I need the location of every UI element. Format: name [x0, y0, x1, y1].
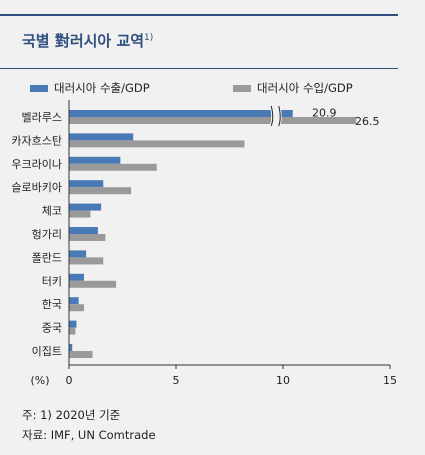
category-label: 체코: [42, 205, 62, 218]
bar: [69, 140, 245, 148]
legend-label-imports: 대러시아 수입/GDP: [257, 81, 353, 95]
footnote-source: 자료: IMF, UN Comtrade: [22, 428, 156, 442]
axis-break-mark: [270, 105, 274, 127]
title-top-rule: [0, 14, 398, 16]
bar: [69, 250, 87, 258]
bar: [69, 320, 77, 328]
footnotes: 주: 1) 2020년 기준 자료: IMF, UN Comtrade: [22, 405, 156, 445]
bar: [69, 273, 84, 281]
category-label: 중국: [42, 322, 62, 335]
bar: [69, 133, 134, 141]
bar: [69, 227, 98, 234]
legend-swatch-imports: [233, 84, 251, 92]
bar: [278, 117, 357, 124]
bar: [69, 156, 121, 164]
bar: [69, 210, 91, 218]
chart-title: 국별 對러시아 교역1): [22, 30, 153, 51]
bar: [69, 344, 73, 351]
bar: [69, 117, 272, 124]
bar: [69, 257, 104, 265]
bar: [69, 110, 272, 117]
data-label: 20.9: [312, 107, 337, 120]
legend-label-exports: 대러시아 수출/GDP: [54, 81, 150, 95]
x-axis-label: (%): [30, 374, 49, 387]
bar: [69, 304, 84, 312]
title-bottom-rule: [0, 68, 398, 69]
bar: [69, 234, 106, 241]
footnote-base-year: 주: 1) 2020년 기준: [22, 408, 121, 422]
category-label: 벨라루스: [22, 111, 62, 124]
chart-title-text: 국별 對러시아 교역: [22, 32, 145, 50]
legend-item-exports: 대러시아 수출/GDP: [30, 80, 150, 96]
x-tick-label: 0: [66, 374, 73, 387]
bar: [69, 163, 157, 171]
category-label: 이집트: [32, 345, 62, 358]
bar: [69, 187, 132, 195]
category-label: 터키: [42, 275, 62, 288]
data-label: 26.5: [355, 115, 380, 128]
x-tick-label: 10: [276, 374, 290, 387]
category-label: 슬로바키아: [11, 181, 62, 194]
legend: 대러시아 수출/GDP 대러시아 수입/GDP: [0, 80, 425, 96]
legend-swatch-exports: [30, 84, 48, 92]
bar: [69, 180, 104, 188]
bar: [69, 351, 93, 358]
legend-item-imports: 대러시아 수입/GDP: [233, 80, 353, 96]
category-label: 헝가리: [32, 228, 62, 241]
x-tick-label: 5: [173, 374, 180, 387]
bar: [69, 280, 117, 288]
category-label: 카자흐스탄: [11, 134, 62, 147]
chart-title-footnote-mark: 1): [144, 33, 154, 43]
x-tick-label: 15: [383, 374, 397, 387]
bar: [69, 203, 102, 211]
axis-break-mark: [278, 105, 281, 127]
bar: [69, 297, 79, 305]
category-label: 한국: [42, 298, 62, 311]
category-label: 우크라이나: [11, 158, 62, 171]
bar: [69, 327, 76, 335]
category-label: 폴란드: [32, 251, 62, 264]
bar: [278, 110, 293, 117]
